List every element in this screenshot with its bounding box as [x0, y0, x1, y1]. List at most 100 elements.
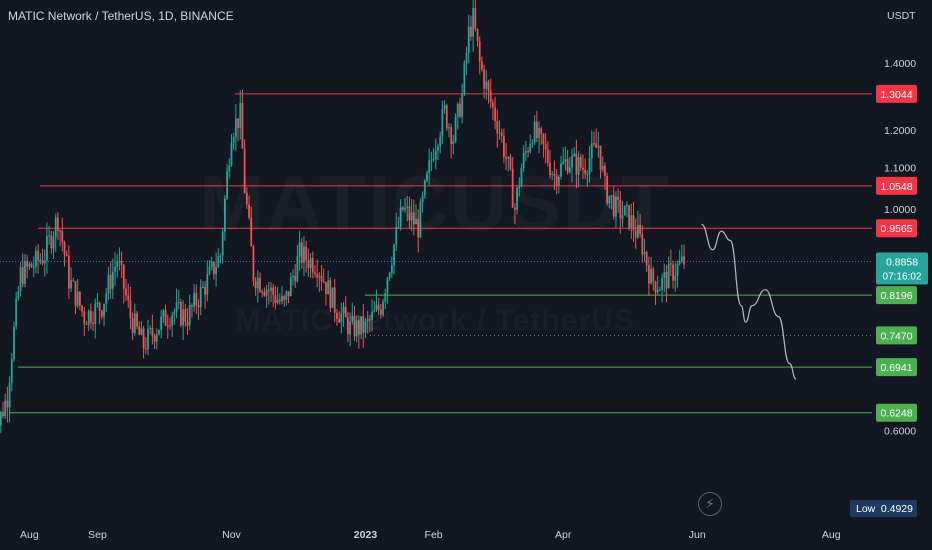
candle-body — [529, 143, 532, 152]
candle-body — [35, 250, 37, 267]
price-tag-s1: 0.8196 — [880, 290, 912, 302]
candle-body — [513, 207, 516, 210]
candle-body — [114, 266, 116, 273]
time-axis[interactable]: Aug Sep Nov 2023 Feb Apr Jun Aug — [20, 529, 841, 541]
candle-body — [72, 280, 75, 282]
time-tick-label: Jun — [689, 529, 706, 541]
candle-body — [379, 309, 382, 315]
candle-body — [531, 142, 534, 144]
candle-body — [32, 266, 35, 268]
candle-body — [584, 169, 587, 174]
candle-body — [111, 272, 114, 289]
candle-body — [489, 90, 492, 102]
candle-body — [223, 198, 226, 232]
candle-body — [340, 313, 343, 323]
candle-body — [544, 143, 547, 150]
candle-body — [472, 8, 475, 37]
candle-body — [342, 306, 345, 314]
candle-body — [634, 230, 637, 238]
candle-body — [459, 103, 461, 117]
candle-body — [388, 272, 391, 279]
candle-body — [232, 137, 235, 144]
candle-body — [415, 218, 417, 225]
candle-body — [412, 212, 415, 225]
candle-body — [243, 148, 246, 193]
candle-body — [303, 246, 305, 263]
candle-body — [105, 293, 108, 304]
candle-body — [46, 236, 48, 261]
candle-body — [89, 310, 92, 323]
candle-body — [78, 291, 81, 306]
candle-body — [492, 101, 494, 108]
candle-body — [230, 143, 233, 166]
price-scale[interactable]: USDT 1.4000 1.2000 1.1000 1.0000 0.6000 1.3044… — [850, 10, 928, 517]
candle-body — [234, 118, 237, 138]
candle-body — [221, 231, 224, 256]
candle-body — [270, 287, 272, 291]
lightning-icon[interactable]: ⚡ — [698, 492, 722, 516]
candle-body — [445, 105, 448, 129]
candle-body — [546, 149, 549, 164]
candle-body — [617, 196, 620, 200]
candle-body — [430, 159, 433, 161]
candle-body — [206, 274, 209, 295]
candle-body — [191, 305, 193, 307]
candle-body — [39, 259, 42, 261]
candle-body — [153, 335, 156, 342]
candle-body — [661, 277, 663, 290]
low-label-title: Low — [856, 503, 876, 515]
candle-body — [443, 105, 446, 110]
candle-body — [188, 305, 191, 326]
candle-body — [441, 109, 444, 137]
candle-body — [219, 255, 222, 257]
candle-body — [401, 207, 404, 210]
candle-body — [678, 261, 681, 264]
candle-body — [667, 263, 670, 289]
candle-body — [643, 252, 646, 255]
candle-body — [300, 242, 303, 263]
candle-body — [452, 141, 455, 145]
candle-body — [96, 302, 99, 304]
candle-body — [518, 186, 521, 189]
candle-body — [151, 328, 154, 336]
candle-body — [248, 204, 250, 218]
candle-body — [351, 315, 354, 322]
candle-body — [173, 312, 176, 316]
candle-body — [177, 302, 180, 304]
candle-body — [195, 293, 198, 306]
candle-body — [21, 267, 24, 284]
candle-body — [289, 277, 292, 297]
candle-body — [318, 275, 321, 278]
candle-body — [85, 323, 88, 325]
chart-title: MATIC Network / TetherUS, 1D, BINANCE — [8, 9, 234, 23]
symbol-watermark-subtitle: MATIC Network / TetherUS — [0, 304, 870, 338]
candle-body — [24, 261, 26, 284]
candle-body — [193, 293, 196, 307]
candle-body — [327, 280, 330, 295]
candle-body — [375, 304, 378, 311]
candle-body — [347, 317, 349, 335]
candle-body — [125, 288, 127, 296]
candle-body — [164, 310, 167, 326]
price-tick-label: 0.6000 — [884, 425, 916, 437]
candle-body — [349, 321, 352, 335]
candle-body — [37, 250, 40, 261]
candle-body — [54, 217, 57, 238]
candle-body — [654, 281, 657, 293]
candle-body — [338, 318, 341, 323]
candle-body — [511, 168, 514, 208]
candle-body — [43, 260, 46, 264]
candle-body — [320, 275, 323, 282]
candle-body — [650, 268, 652, 284]
candle-body — [366, 319, 369, 322]
candle-body — [87, 310, 90, 325]
candle-body — [122, 265, 125, 289]
candle-body — [314, 272, 316, 274]
candle-body — [15, 298, 18, 327]
candle-body — [50, 235, 53, 249]
candle-body — [564, 159, 567, 162]
candle-body — [10, 359, 13, 383]
candle-body — [70, 280, 72, 289]
candle-body — [481, 61, 483, 70]
